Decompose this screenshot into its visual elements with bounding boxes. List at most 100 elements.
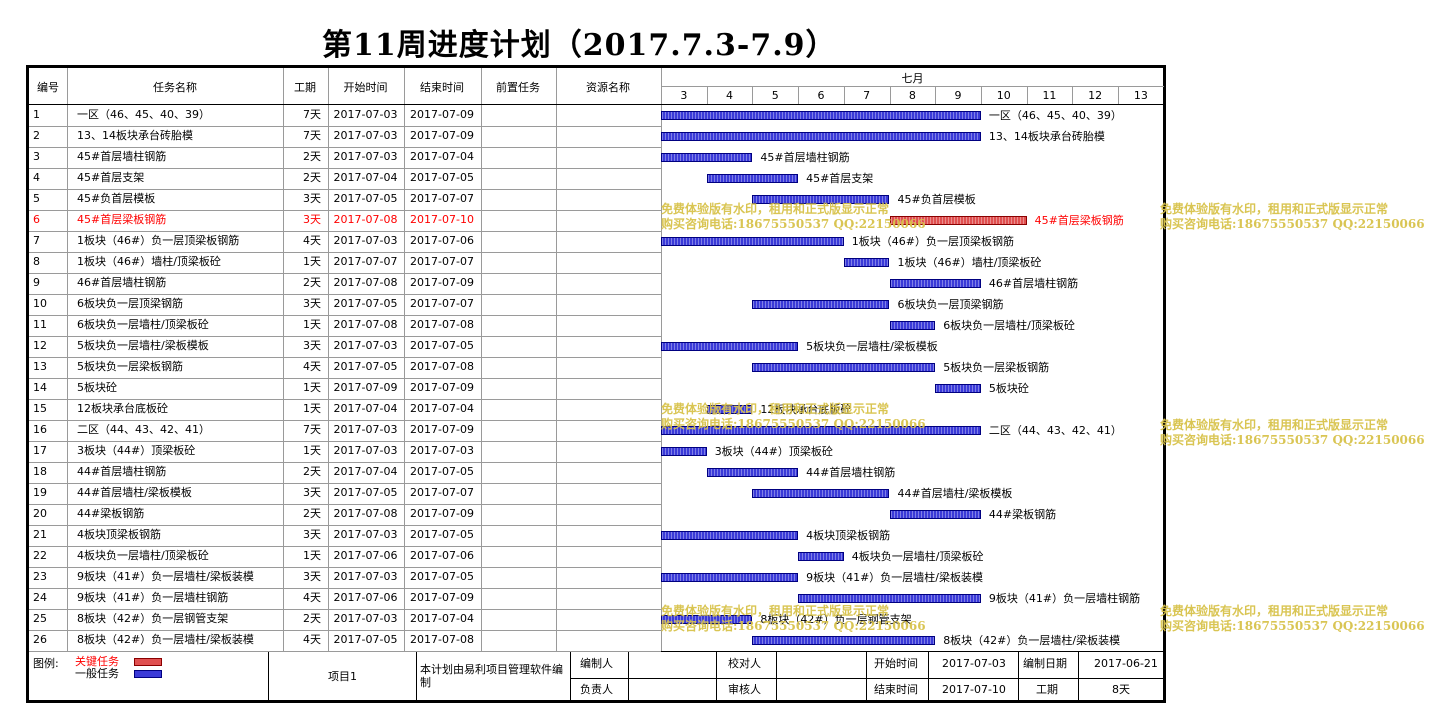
timeline-day-label: 5 [771,89,779,102]
footer-made-value: 2017-06-21 [1094,657,1158,670]
table-row[interactable]: 20 44#梁板钢筋 2天 2017-07-08 2017-07-09 [29,504,661,525]
task-duration: 2天 [303,150,321,163]
gantt-bar-label: 44#梁板钢筋 [988,508,1057,521]
table-row[interactable]: 18 44#首层墙柱钢筋 2天 2017-07-04 2017-07-05 [29,462,661,483]
task-no: 25 [33,612,47,625]
footer-divider [866,651,867,702]
gantt-bar-label: 6板块负一层顶梁钢筋 [897,298,1004,311]
legend-normal-label: 一般任务 [75,667,119,680]
task-name: 1板块（46#）墙柱/顶梁板砼 [77,255,221,268]
task-start: 2017-07-03 [333,129,398,142]
watermark-text: 免费体验版有水印，租用和正式版显示正常 购买咨询电话:18675550537 QQ… [1160,418,1425,447]
table-row[interactable]: 3 45#首层墙柱钢筋 2天 2017-07-03 2017-07-04 [29,147,661,168]
table-row[interactable]: 13 5板块负一层梁板钢筋 4天 2017-07-05 2017-07-08 [29,357,661,378]
gantt-bar[interactable] [752,195,890,204]
gantt-bar[interactable] [752,363,936,372]
task-start: 2017-07-07 [333,255,398,268]
task-no: 4 [33,171,40,184]
legend-critical-label: 关键任务 [75,655,119,668]
table-row[interactable]: 10 6板块负一层顶梁钢筋 3天 2017-07-05 2017-07-07 [29,294,661,315]
task-no: 23 [33,570,47,583]
task-duration: 1天 [303,444,321,457]
table-row[interactable]: 2 13、14板块承台砖胎模 7天 2017-07-03 2017-07-09 [29,126,661,147]
gantt-bar[interactable] [889,321,936,330]
gantt-bar[interactable] [889,510,981,519]
gantt-bar[interactable] [798,552,844,561]
task-end: 2017-07-08 [410,360,474,373]
header-no[interactable]: 编号 [37,81,59,94]
gantt-bar[interactable] [889,216,1027,225]
table-row[interactable]: 8 1板块（46#）墙柱/顶梁板砼 1天 2017-07-07 2017-07-07 [29,252,661,273]
table-row[interactable]: 1 一区（46、45、40、39） 7天 2017-07-03 2017-07-09 [29,105,661,126]
task-start: 2017-07-08 [333,318,398,331]
table-row[interactable]: 9 46#首层墙柱钢筋 2天 2017-07-08 2017-07-09 [29,273,661,294]
task-name: 8板块（42#）负一层钢管支架 [77,612,229,625]
table-row[interactable]: 4 45#首层支架 2天 2017-07-04 2017-07-05 [29,168,661,189]
task-name: 二区（44、43、42、41） [77,423,210,436]
header-start[interactable]: 开始时间 [343,81,388,94]
task-duration: 3天 [303,528,321,541]
header-name[interactable]: 任务名称 [153,81,197,94]
gantt-bar[interactable] [661,426,981,435]
gantt-bar[interactable] [661,447,707,456]
table-row[interactable]: 26 8板块（42#）负一层墙柱/梁板装模 4天 2017-07-05 2017-07-… [29,630,661,651]
table-row[interactable]: 19 44#首层墙柱/梁板模板 3天 2017-07-05 2017-07-07 [29,483,661,504]
table-row[interactable]: 23 9板块（41#）负一层墙柱/梁板装模 3天 2017-07-03 2017-07-… [29,567,661,588]
task-no: 24 [33,591,47,604]
table-row[interactable]: 11 6板块负一层墙柱/顶梁板砼 1天 2017-07-08 2017-07-08 [29,315,661,336]
gantt-bar[interactable] [752,300,890,309]
gantt-bar[interactable] [661,531,799,540]
gantt-bar[interactable] [889,279,981,288]
task-start: 2017-07-03 [333,423,398,436]
gantt-bar[interactable] [798,594,981,603]
gantt-bar[interactable] [706,174,799,183]
gantt-bar[interactable] [752,636,936,645]
header-end[interactable]: 结束时间 [420,81,464,94]
day-divider [798,87,800,104]
table-row[interactable]: 24 9板块（41#）负一层墙柱钢筋 4天 2017-07-06 2017-07-09 [29,588,661,609]
gantt-bar[interactable] [661,132,981,141]
gantt-bar-label: 12板块承台底板砼 [760,403,852,416]
table-row[interactable]: 14 5板块砼 1天 2017-07-09 2017-07-09 [29,378,661,399]
gantt-bar[interactable] [661,237,844,246]
gantt-bar[interactable] [661,111,981,120]
gantt-bar[interactable] [843,258,890,267]
task-start: 2017-07-03 [333,612,398,625]
table-row[interactable]: 6 45#首层梁板钢筋 3天 2017-07-08 2017-07-10 [29,210,661,231]
day-divider [889,87,891,104]
table-row[interactable]: 5 45#负首层模板 3天 2017-07-05 2017-07-07 [29,189,661,210]
header-duration[interactable]: 工期 [294,81,316,94]
row-divider [29,147,661,148]
gantt-bar[interactable] [706,468,799,477]
table-row[interactable]: 16 二区（44、43、42、41） 7天 2017-07-03 2017-07-09 [29,420,661,441]
table-row[interactable]: 22 4板块负一层墙柱/顶梁板砼 1天 2017-07-06 2017-07-06 [29,546,661,567]
gantt-bar[interactable] [752,489,890,498]
table-row[interactable]: 12 5板块负一层墙柱/梁板模板 3天 2017-07-03 2017-07-05 [29,336,661,357]
footer-mid-line [570,678,1164,679]
gantt-bar[interactable] [661,573,799,582]
gantt-bar-label: 9板块（41#）负一层墙柱钢筋 [988,592,1141,605]
table-row[interactable]: 25 8板块（42#）负一层钢管支架 2天 2017-07-03 2017-07-04 [29,609,661,630]
footer-divider [570,651,571,702]
task-end: 2017-07-09 [410,423,474,436]
task-name: 5板块负一层梁板钢筋 [77,360,183,373]
task-duration: 2天 [303,507,321,520]
gantt-bar[interactable] [661,153,753,162]
table-row[interactable]: 7 1板块（46#）负一层顶梁板钢筋 4天 2017-07-03 2017-07-06 [29,231,661,252]
gantt-bar[interactable] [935,384,981,393]
task-start: 2017-07-09 [333,381,398,394]
task-no: 5 [33,192,40,205]
gantt-bar[interactable] [661,615,753,624]
compiler-label: 编制人 [580,657,613,670]
header-resource[interactable]: 资源名称 [586,81,630,94]
table-row[interactable]: 15 12板块承台底板砼 1天 2017-07-04 2017-07-04 [29,399,661,420]
task-name: 4板块负一层墙柱/顶梁板砼 [77,549,209,562]
gantt-bar[interactable] [661,342,799,351]
table-row[interactable]: 21 4板块顶梁板钢筋 3天 2017-07-03 2017-07-05 [29,525,661,546]
gantt-bar-label: 44#首层墙柱/梁板模板 [897,487,1013,500]
table-row[interactable]: 17 3板块（44#）顶梁板砼 1天 2017-07-03 2017-07-03 [29,441,661,462]
header-predecessor[interactable]: 前置任务 [496,81,540,94]
footer-divider [1078,651,1079,702]
legend-normal-swatch [134,670,162,678]
gantt-bar[interactable] [706,405,753,414]
